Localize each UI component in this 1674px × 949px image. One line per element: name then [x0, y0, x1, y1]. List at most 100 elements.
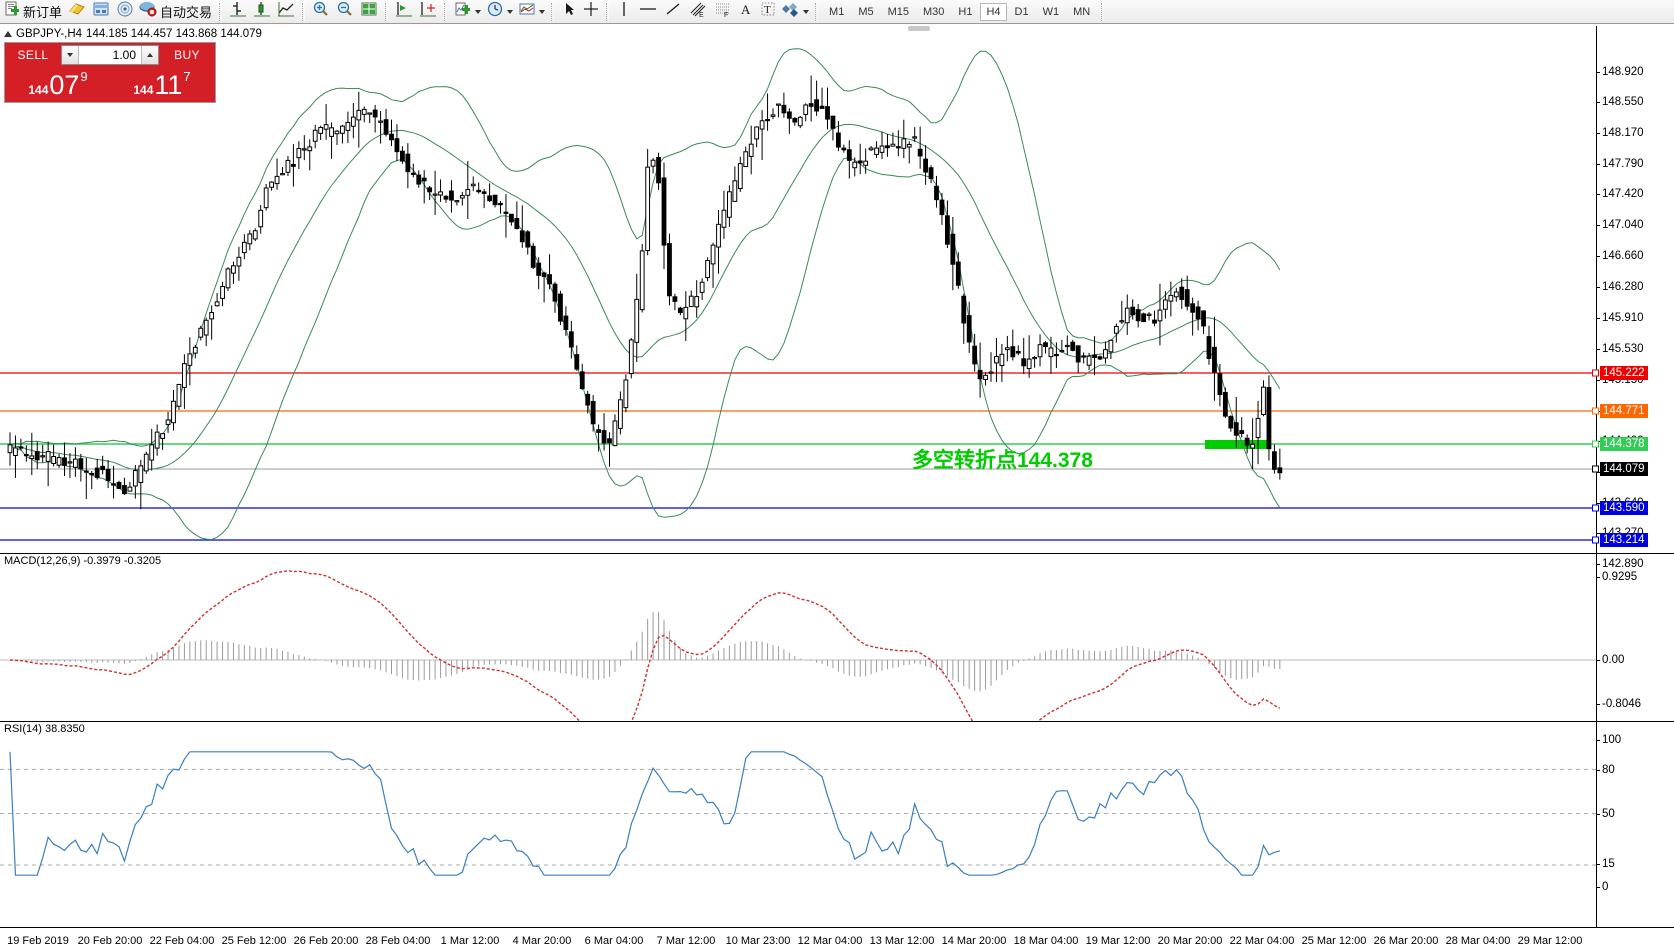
data-window-button[interactable] [89, 1, 113, 23]
oct-quote-row: 144 07 9 144 11 7 [5, 67, 215, 102]
price-level-handle[interactable] [1592, 407, 1599, 415]
line-chart-button[interactable] [274, 1, 298, 23]
rsi-tick-label: 100 [1602, 734, 1622, 746]
text-button[interactable]: A [735, 1, 757, 23]
auto-scroll-icon [418, 0, 438, 23]
toolbar-separator [606, 2, 610, 21]
shift-end-button[interactable] [392, 1, 416, 23]
zoom-in-button[interactable] [309, 1, 333, 23]
symbol-name: GBPJPY-,H4 [16, 28, 83, 40]
templates-button[interactable] [515, 1, 547, 23]
chart-area[interactable]: GBPJPY-,H4 144.185 144.457 143.868 144.0… [0, 25, 1674, 949]
price-pane-plot [0, 48, 1596, 541]
trend-line-button[interactable] [661, 1, 685, 23]
timeframe-h1[interactable]: H1 [958, 5, 973, 18]
expert-advisor-button[interactable] [65, 1, 89, 23]
timeframe-mn[interactable]: MN [1073, 5, 1091, 18]
chevron-down-icon[interactable] [475, 9, 482, 14]
bar-chart-icon [228, 0, 248, 23]
candlestick-chart-button[interactable] [250, 1, 274, 23]
grid-icon [359, 0, 379, 23]
collapse-triangle-icon[interactable] [4, 31, 12, 37]
macd-tick-label: 0.9295 [1602, 571, 1638, 583]
volume-stepper[interactable]: 1.00 [61, 45, 159, 65]
grid-button[interactable] [357, 1, 381, 23]
rsi-tick-mark [1596, 887, 1600, 888]
vertical-line-button[interactable] [613, 1, 635, 23]
timeframe-d1[interactable]: D1 [1014, 5, 1029, 18]
autotrading-button[interactable]: 自动交易 [137, 1, 215, 23]
toolbar-separator [551, 2, 555, 21]
pane-separator-rsi [0, 721, 1674, 722]
shapes-button[interactable] [779, 1, 811, 23]
chevron-down-icon[interactable] [803, 9, 810, 14]
sell-button[interactable]: 144 07 9 [7, 67, 109, 100]
equidistant-channel-button[interactable]: E [685, 1, 711, 23]
timeframe-m15[interactable]: M15 [887, 5, 909, 18]
toolbar-separator [1101, 2, 1105, 21]
toolbar-separator [815, 2, 819, 21]
price-level-handle[interactable] [1592, 465, 1599, 473]
chevron-down-icon[interactable] [507, 9, 514, 14]
sell-price-prefix: 144 [28, 83, 49, 97]
pane-separator-macd [0, 553, 1674, 554]
price-tick-mark [1596, 164, 1600, 166]
indicators-icon [453, 0, 473, 23]
sell-label: SELL [7, 45, 59, 65]
navigator-button[interactable] [113, 1, 137, 23]
zoom-out-button[interactable] [333, 1, 357, 23]
indicators-button[interactable] [451, 1, 483, 23]
timeframe-m5[interactable]: M5 [858, 5, 874, 18]
new-order-button[interactable]: 新订单 [2, 1, 65, 23]
price-tick-label: 147.790 [1602, 158, 1644, 171]
auto-scroll-button[interactable] [416, 1, 440, 23]
rsi-tick-label: 0 [1602, 881, 1609, 893]
timeframe-w1[interactable]: W1 [1042, 5, 1060, 18]
cursor-button[interactable] [558, 1, 580, 23]
chart-scrollbar-nub[interactable] [908, 26, 930, 31]
chevron-down-icon [67, 53, 73, 57]
price-level-badge[interactable]: 144.378 [1600, 437, 1648, 451]
timeframe-m30[interactable]: M30 [923, 5, 945, 18]
buy-price-main: 11 [154, 70, 183, 100]
price-level-badge[interactable]: 143.590 [1600, 501, 1648, 515]
price-level-badge[interactable]: 145.222 [1600, 366, 1648, 380]
volume-increase-button[interactable] [141, 46, 158, 64]
timeframe-m1[interactable]: M1 [829, 5, 845, 18]
price-level-badge[interactable]: 144.771 [1600, 404, 1648, 418]
bar-chart-button[interactable] [226, 1, 250, 23]
period-icon [485, 0, 505, 23]
period-button[interactable] [483, 1, 515, 23]
price-tick-mark [1596, 194, 1600, 196]
macd-tick-mark [1596, 660, 1600, 661]
timeframe-h4[interactable]: H4 [980, 2, 1007, 21]
time-tick-label: 13 Mar 12:00 [869, 935, 935, 947]
crosshair-button[interactable] [580, 1, 602, 23]
svg-text:E: E [699, 12, 704, 18]
price-level-badge[interactable]: 144.079 [1600, 462, 1648, 476]
price-level-handle[interactable] [1592, 504, 1599, 512]
price-level-badge[interactable]: 143.214 [1600, 533, 1648, 547]
horizontal-line-button[interactable] [635, 1, 661, 23]
buy-button[interactable]: 144 11 7 [111, 67, 213, 100]
one-click-trading-panel[interactable]: SELL 1.00 BUY 144 07 9 144 11 7 [4, 42, 216, 103]
volume-value[interactable]: 1.00 [112, 48, 136, 62]
macd-tick-label: -0.8046 [1602, 698, 1642, 710]
time-tick-label: 22 Feb 04:00 [149, 935, 215, 947]
time-tick-label: 14 Mar 20:00 [941, 935, 1007, 947]
symbol-header: GBPJPY-,H4 144.185 144.457 143.868 144.0… [4, 28, 262, 40]
time-axis[interactable]: 19 Feb 2019 20 Feb 20:00 22 Feb 04:00 25 Fe… [0, 927, 1674, 949]
time-tick-label: 7 Mar 12:00 [656, 935, 716, 947]
text-label-button[interactable]: T [757, 1, 779, 23]
text-label-icon: T [759, 0, 777, 23]
price-level-handle[interactable] [1592, 369, 1599, 377]
fibonacci-button[interactable]: F [711, 1, 735, 23]
price-level-handle[interactable] [1592, 440, 1599, 448]
rsi-tick-mark [1596, 814, 1600, 815]
chevron-down-icon[interactable] [539, 9, 546, 14]
rsi-tick-label: 50 [1602, 808, 1615, 820]
rsi-pane-plot [0, 751, 1596, 876]
price-level-handle[interactable] [1592, 536, 1599, 544]
volume-decrease-button[interactable] [62, 46, 79, 64]
price-tick-label: 147.420 [1602, 188, 1644, 201]
